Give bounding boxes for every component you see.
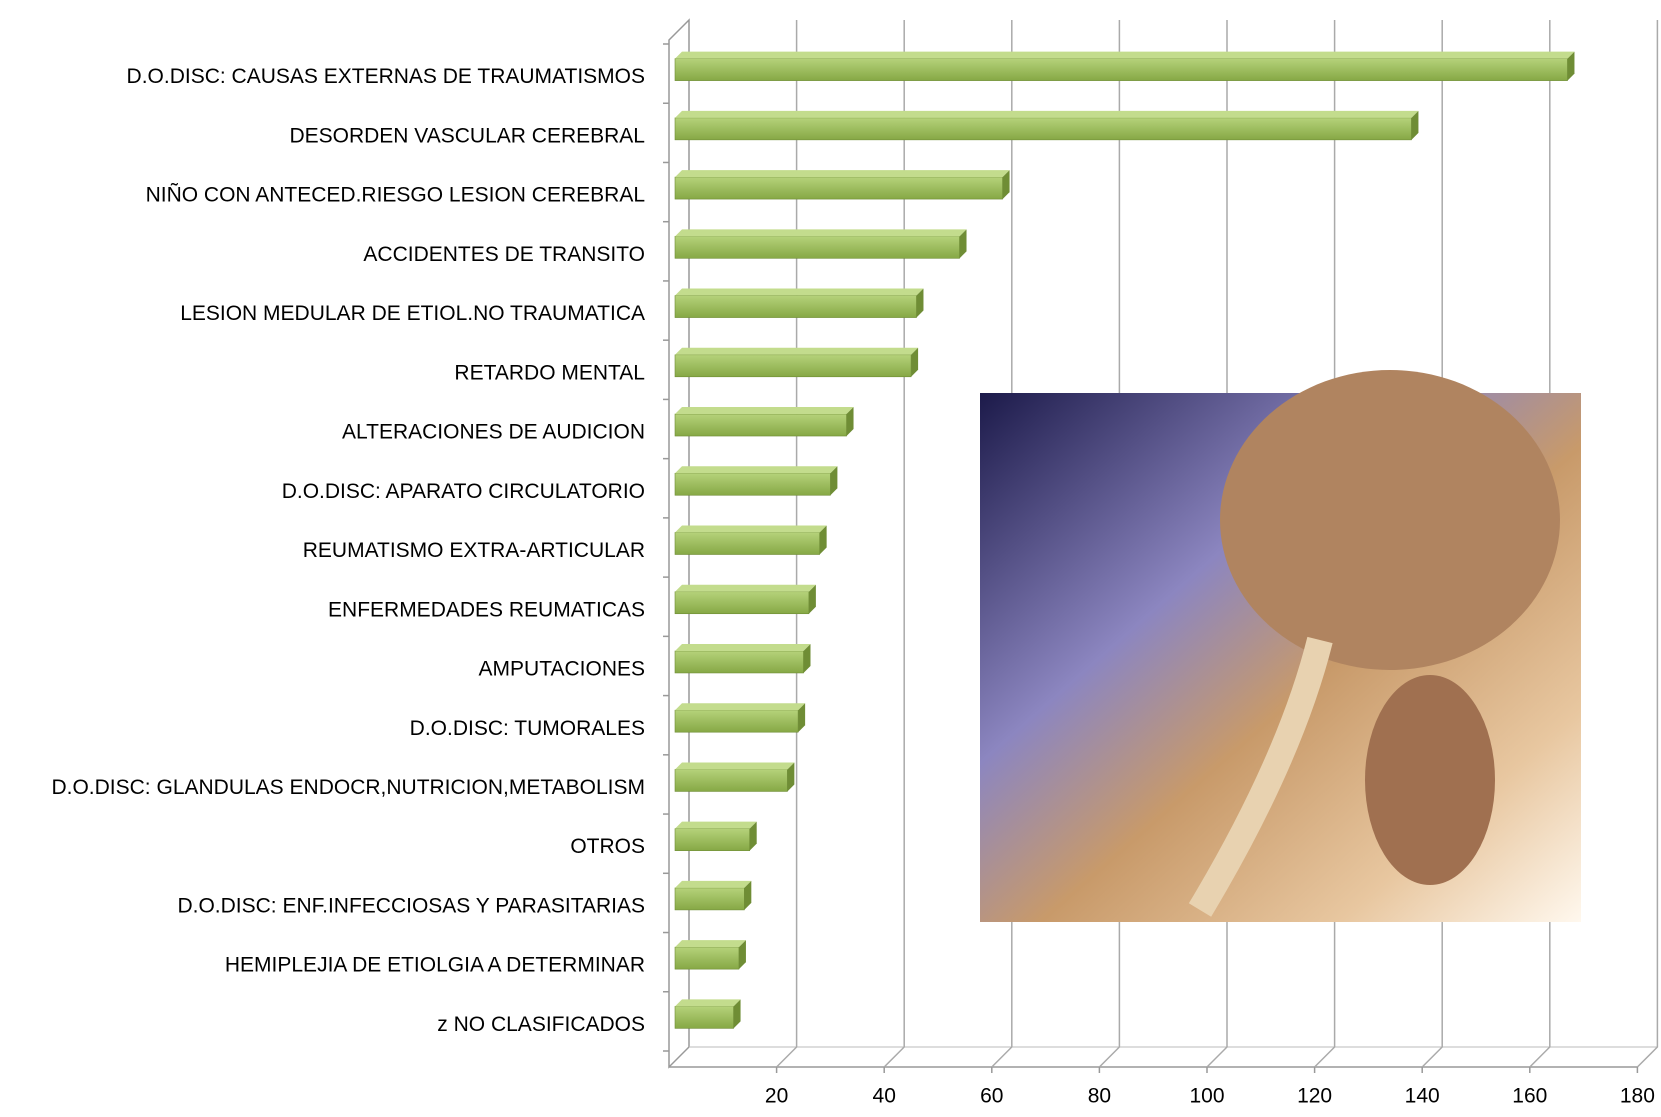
- x-tick-label: 20: [765, 1085, 788, 1108]
- y-tick-label: z NO CLASIFICADOS: [437, 1013, 645, 1036]
- y-tick-label: HEMIPLEJIA DE ETIOLGIA A DETERMINAR: [225, 954, 645, 977]
- y-tick-label: AMPUTACIONES: [479, 658, 645, 681]
- bar-top: [675, 762, 795, 770]
- bar-side: [1002, 170, 1010, 200]
- grid-line: [1421, 20, 1443, 1068]
- grid-line: [1098, 20, 1121, 1068]
- bar-side: [738, 940, 746, 970]
- bar-top: [675, 229, 967, 237]
- bar-top: [675, 643, 811, 651]
- bar: [674, 117, 1412, 141]
- photo-shape: [1365, 675, 1495, 885]
- x-tick-label: 40: [873, 1085, 896, 1108]
- y-tick-label: RETARDO MENTAL: [454, 361, 645, 384]
- bar-top: [675, 940, 746, 948]
- bar: [674, 887, 745, 911]
- photo-spine: [1188, 636, 1333, 917]
- grid-line: [1206, 20, 1228, 1068]
- bar: [674, 769, 788, 792]
- bar: [674, 354, 912, 378]
- bar: [674, 828, 750, 851]
- grid-line: [1636, 20, 1659, 1068]
- bar-side: [959, 229, 967, 259]
- bar: [674, 176, 1003, 200]
- bar-side: [733, 999, 741, 1029]
- bar: [674, 591, 810, 615]
- bar-side: [916, 288, 924, 318]
- y-tick-label: D.O.DISC: ENF.INFECCIOSAS Y PARASITARIAS: [177, 894, 645, 917]
- y-tick-label: D.O.DISC: CAUSAS EXTERNAS DE TRAUMATISMO…: [127, 65, 645, 88]
- bar-side: [808, 584, 816, 614]
- y-tick-label: ENFERMEDADES REUMATICAS: [328, 598, 645, 621]
- bar: [674, 295, 917, 318]
- bar-top: [675, 821, 757, 829]
- bar: [674, 532, 820, 555]
- x-tick-label: 180: [1620, 1085, 1655, 1108]
- bar: [674, 1006, 734, 1029]
- labels: 20 40 60 80 100 120 140 160 180 D.O.DISC: CAUSAS …: [51, 65, 1654, 1107]
- y-tick-label: OTROS: [570, 835, 645, 858]
- grid-line: [991, 20, 1013, 1068]
- bar-side: [911, 347, 919, 377]
- x-tick-label: 140: [1405, 1085, 1440, 1108]
- photo-head: [1220, 370, 1560, 670]
- bar-top: [675, 170, 1010, 178]
- bar-side: [787, 762, 795, 792]
- bar-side: [744, 880, 752, 910]
- bar-top: [675, 51, 1575, 59]
- y-tick-label: D.O.DISC: GLANDULAS ENDOCR,NUTRICION,MET…: [51, 776, 645, 799]
- bar-top: [675, 584, 816, 592]
- x-tick-label: 120: [1297, 1085, 1332, 1108]
- bar-top: [675, 525, 827, 533]
- bar: [674, 472, 831, 496]
- x-tick-label: 160: [1512, 1085, 1547, 1108]
- bar-side: [749, 821, 757, 851]
- bar-side: [803, 643, 811, 673]
- x-tick-label: 60: [980, 1085, 1003, 1108]
- bar: [674, 58, 1568, 81]
- y-tick-label: D.O.DISC: APARATO CIRCULATORIO: [282, 480, 645, 503]
- bar-side: [1411, 110, 1419, 140]
- y-tick-label: DESORDEN VASCULAR CEREBRAL: [289, 124, 645, 147]
- y-tick-label: ACCIDENTES DE TRANSITO: [363, 243, 645, 266]
- y-tick-label: NIÑO CON ANTECED.RIESGO LESION CEREBRAL: [146, 183, 645, 207]
- bar-side: [1567, 51, 1575, 81]
- bar-top: [675, 466, 838, 474]
- bar: [674, 236, 960, 259]
- bar: [674, 709, 799, 733]
- bar-side: [798, 703, 806, 733]
- bar-top: [675, 288, 924, 296]
- bar: [674, 650, 804, 674]
- grid-line: [1529, 20, 1551, 1068]
- bar-side: [819, 525, 827, 555]
- bar-top: [675, 407, 854, 415]
- bar-top: [675, 110, 1419, 118]
- bar-top: [675, 703, 806, 711]
- y-tick-label: REUMATISMO EXTRA-ARTICULAR: [303, 539, 645, 562]
- bars: [674, 51, 1575, 1029]
- grid-line: [1314, 20, 1336, 1068]
- photo: [980, 370, 1581, 922]
- bar-side: [830, 466, 838, 496]
- x-tick-label: 100: [1189, 1085, 1224, 1108]
- x-tick-label: 80: [1088, 1085, 1111, 1108]
- bar-top: [675, 999, 741, 1007]
- bar-top: [675, 347, 919, 355]
- y-tick-label: ALTERACIONES DE AUDICION: [342, 421, 645, 444]
- y-tick-label: D.O.DISC: TUMORALES: [410, 717, 645, 740]
- y-tick-label: LESION MEDULAR DE ETIOL.NO TRAUMATICA: [180, 302, 645, 325]
- bar-side: [846, 407, 854, 437]
- bar: [674, 413, 847, 437]
- bar-top: [675, 880, 752, 888]
- bar: [674, 946, 740, 970]
